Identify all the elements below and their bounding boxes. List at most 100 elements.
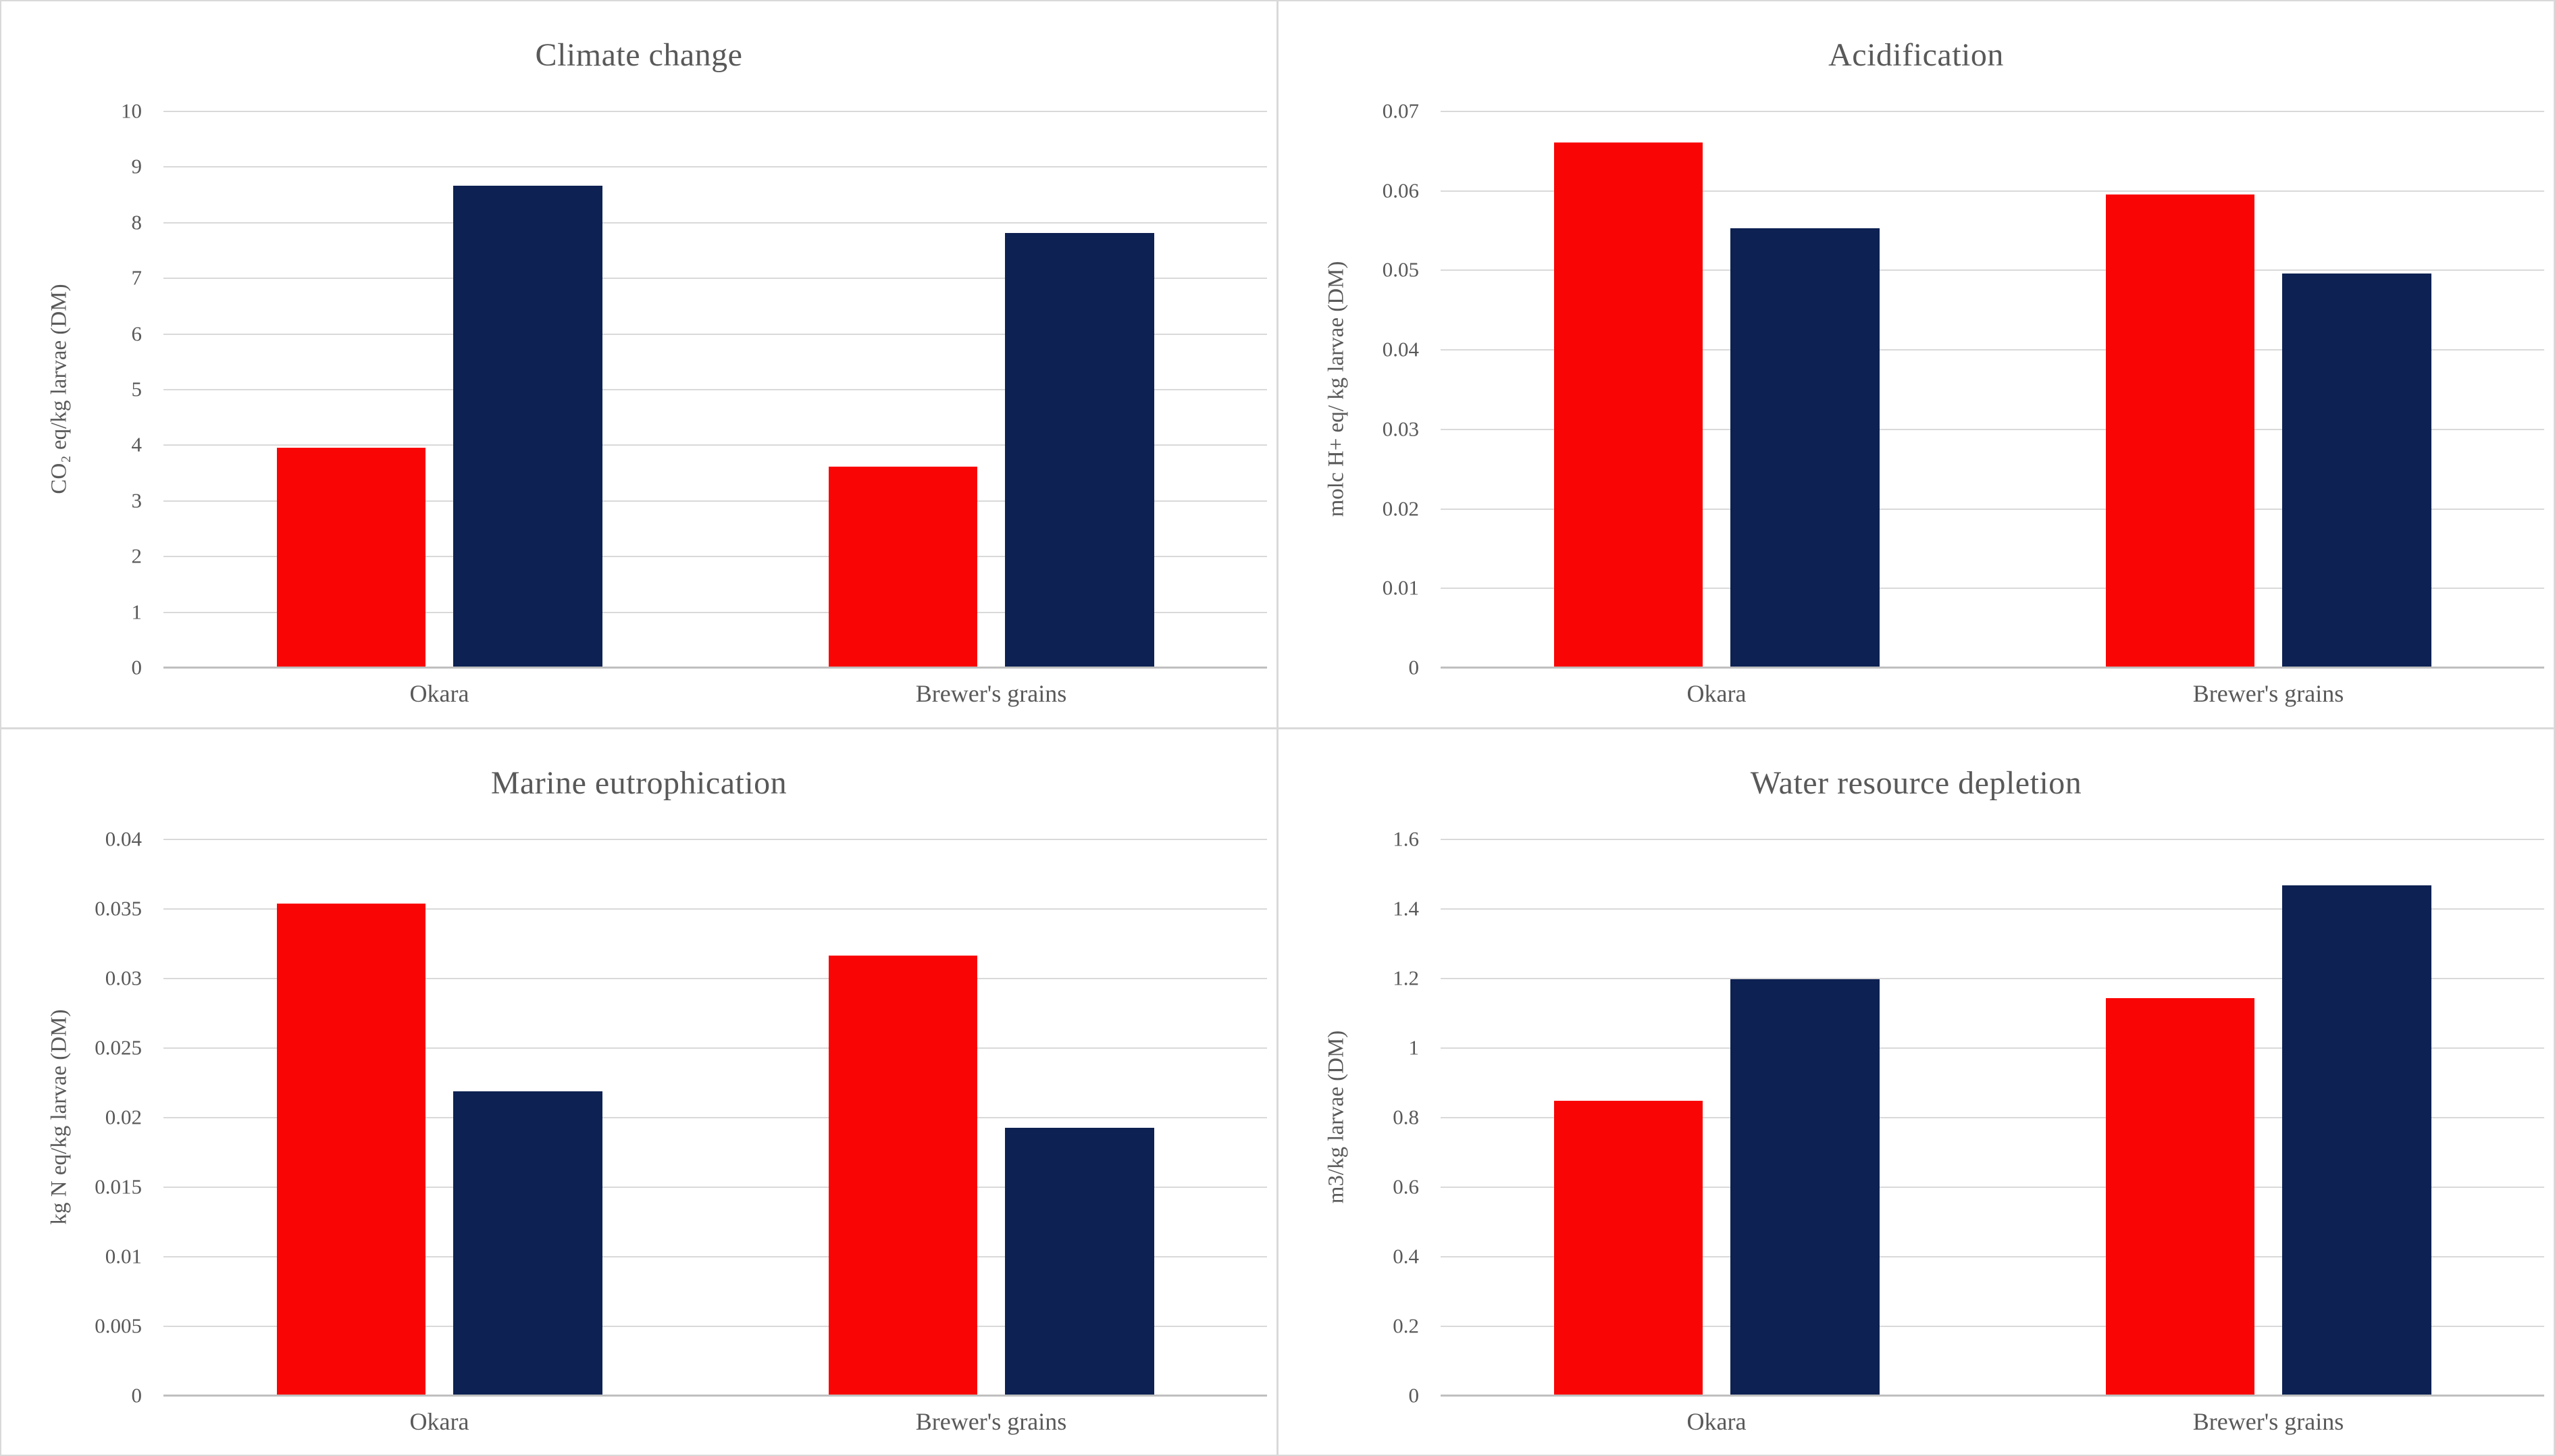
bars-layer bbox=[163, 839, 1267, 1395]
bar-series-2-brewer-s-grains bbox=[1004, 1127, 1154, 1395]
y-axis-tick-label: 1.6 bbox=[1393, 827, 1419, 850]
y-axis-tick-label: 0.015 bbox=[95, 1174, 142, 1198]
y-axis-tick-label: 1 bbox=[131, 600, 143, 624]
bar-series-2-brewer-s-grains bbox=[1004, 233, 1154, 667]
x-axis-category-labels: Okara Brewer's grains bbox=[1441, 1407, 2544, 1436]
gridline bbox=[1441, 349, 2544, 351]
y-axis-tick-label: 0.005 bbox=[95, 1314, 142, 1337]
bar-series-1-okara bbox=[276, 447, 426, 667]
gridline bbox=[163, 1255, 1267, 1257]
gridline bbox=[163, 1325, 1267, 1327]
gridline bbox=[1441, 1255, 2544, 1257]
x-category-label-okara: Okara bbox=[409, 1407, 469, 1435]
bar-series-1-okara bbox=[1553, 142, 1703, 667]
gridline bbox=[1441, 1047, 2544, 1049]
y-axis-tick-label: 1 bbox=[1408, 1035, 1420, 1059]
x-axis-line bbox=[163, 667, 1267, 669]
gridline bbox=[163, 389, 1267, 390]
gridline bbox=[1441, 588, 2544, 590]
y-axis-tick-label: 0.02 bbox=[1382, 496, 1419, 521]
y-axis-tick-label: 8 bbox=[131, 210, 143, 234]
y-axis-tick-label: 0.06 bbox=[1382, 178, 1419, 203]
bar-series-1-okara bbox=[276, 904, 426, 1395]
gridline bbox=[163, 908, 1267, 910]
chart-panel-water-resource-depletion: Water resource depletion m3/kg larvae (D… bbox=[1279, 729, 2554, 1455]
plot-area bbox=[1441, 111, 2544, 669]
gridline bbox=[1441, 428, 2544, 430]
bars-layer bbox=[1441, 839, 2544, 1395]
gridline bbox=[1441, 838, 2544, 840]
x-axis-category-labels: Okara Brewer's grains bbox=[163, 1407, 1267, 1436]
gridline bbox=[163, 838, 1267, 840]
y-axis-tick-label: 0.2 bbox=[1393, 1314, 1419, 1337]
y-axis-tick-label: 10 bbox=[121, 99, 142, 123]
x-axis-line bbox=[1441, 667, 2544, 669]
bar-series-2-okara bbox=[1730, 228, 1880, 667]
gridline bbox=[163, 222, 1267, 224]
y-axis-tick-label: 0.02 bbox=[105, 1105, 142, 1128]
x-category-label-brewers-grains: Brewer's grains bbox=[915, 680, 1067, 707]
y-axis-tick-label: 0.8 bbox=[1393, 1105, 1419, 1128]
plot-area bbox=[163, 838, 1267, 1397]
y-axis-tick-label: 0 bbox=[131, 1383, 143, 1407]
y-axis-tick-label: 0.6 bbox=[1393, 1174, 1419, 1198]
bar-series-2-okara bbox=[453, 186, 602, 667]
y-axis-tick-label: 1.4 bbox=[1393, 896, 1419, 920]
gridline bbox=[1441, 269, 2544, 271]
y-axis-tick-label: 0.04 bbox=[1382, 337, 1419, 361]
gridline bbox=[1441, 1186, 2544, 1188]
category-bar-group bbox=[1992, 839, 2544, 1395]
gridline bbox=[163, 278, 1267, 280]
gridline bbox=[163, 611, 1267, 613]
gridline bbox=[163, 556, 1267, 558]
bar-series-2-brewer-s-grains bbox=[2281, 274, 2431, 667]
y-axis-tick-label: 0.01 bbox=[1382, 575, 1419, 600]
y-axis-tick-label: 0.05 bbox=[1382, 257, 1419, 282]
x-category-label-brewers-grains: Brewer's grains bbox=[2192, 1407, 2344, 1435]
y-axis-tick-label: 0 bbox=[1408, 1383, 1420, 1407]
x-axis-category-labels: Okara Brewer's grains bbox=[1441, 679, 2544, 708]
x-axis-line bbox=[1441, 1394, 2544, 1397]
gridline bbox=[163, 333, 1267, 335]
gridline bbox=[1441, 1325, 2544, 1327]
plot-area bbox=[163, 111, 1267, 669]
x-axis-line bbox=[163, 1394, 1267, 1397]
category-bar-group bbox=[1992, 111, 2544, 667]
plot-area bbox=[1441, 838, 2544, 1397]
bar-series-1-brewer-s-grains bbox=[828, 467, 978, 667]
gridline bbox=[163, 444, 1267, 446]
gridline bbox=[163, 977, 1267, 979]
bar-series-1-brewer-s-grains bbox=[2105, 194, 2255, 667]
y-axis-tick-label: 0 bbox=[1408, 655, 1420, 679]
y-axis-tick-label: 0.03 bbox=[1382, 417, 1419, 441]
x-category-label-okara: Okara bbox=[1686, 680, 1747, 707]
y-axis-tick-label: 0.01 bbox=[105, 1244, 142, 1268]
gridline bbox=[163, 1047, 1267, 1049]
y-axis-tick-label: 3 bbox=[131, 488, 143, 513]
bars-layer bbox=[1441, 111, 2544, 667]
gridline bbox=[1441, 190, 2544, 192]
bar-series-1-okara bbox=[1553, 1101, 1703, 1395]
y-axis-tick-label: 9 bbox=[131, 154, 143, 178]
chart-title: Water resource depletion bbox=[1750, 764, 2082, 801]
chart-title: Acidification bbox=[1828, 37, 2004, 73]
gridline bbox=[1441, 908, 2544, 910]
category-bar-group bbox=[715, 839, 1267, 1395]
x-category-label-brewers-grains: Brewer's grains bbox=[2192, 680, 2344, 707]
gridline bbox=[1441, 1116, 2544, 1118]
bar-series-2-okara bbox=[1730, 979, 1880, 1395]
x-category-label-okara: Okara bbox=[409, 680, 469, 707]
gridline bbox=[1441, 977, 2544, 979]
y-axis-tick-label: 2 bbox=[131, 544, 143, 568]
y-axis-tick-label: 0.035 bbox=[95, 896, 142, 920]
gridline bbox=[163, 1116, 1267, 1118]
gridline bbox=[163, 500, 1267, 502]
y-axis-tick-label: 5 bbox=[131, 377, 143, 401]
y-axis-tick-labels: 1.6 1.4 1.2 1 0.8 0.6 0.4 0.2 0 bbox=[1279, 828, 1420, 1405]
y-axis-tick-labels: 10 9 8 7 6 5 4 3 2 1 0 bbox=[1, 101, 143, 678]
y-axis-tick-label: 0 bbox=[131, 655, 143, 679]
x-category-label-brewers-grains: Brewer's grains bbox=[915, 1407, 1067, 1435]
chart-panel-climate-change: Climate change CO₂ eq/kg larvae (DM) 10 9… bbox=[1, 1, 1276, 727]
y-axis-tick-label: 1.2 bbox=[1393, 966, 1419, 989]
